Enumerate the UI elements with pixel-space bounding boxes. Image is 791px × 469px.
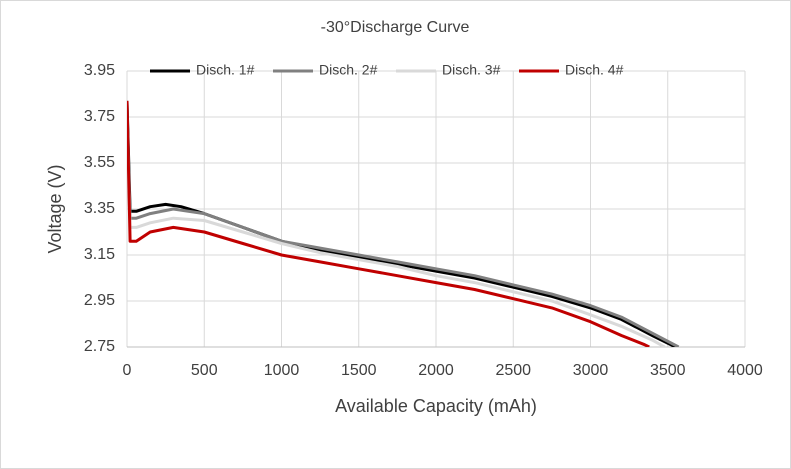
x-tick-label: 1000	[264, 362, 300, 379]
x-axis-label: Available Capacity (mAh)	[335, 396, 537, 416]
x-tick-label: 2500	[495, 362, 531, 379]
y-tick-label: 3.15	[84, 246, 115, 263]
data-line	[127, 100, 677, 347]
x-tick-label: 4000	[727, 362, 763, 379]
legend-label: Disch. 4#	[565, 62, 624, 78]
y-tick-label: 3.55	[84, 154, 115, 171]
y-tick-label: 3.75	[84, 108, 115, 125]
grid	[126, 70, 746, 348]
legend-label: Disch. 3#	[442, 62, 501, 78]
x-tick-label: 3500	[650, 362, 686, 379]
y-tick-label: 2.75	[84, 338, 115, 355]
x-tick-label: 1500	[341, 362, 377, 379]
y-axis-label: Voltage (V)	[45, 164, 65, 253]
legend-label: Disch. 2#	[319, 62, 378, 78]
plot	[127, 100, 680, 347]
y-tick-label: 3.35	[84, 200, 115, 217]
chart-title: -30°Discharge Curve	[321, 19, 470, 36]
data-line	[127, 110, 680, 347]
data-line	[127, 128, 666, 347]
data-line	[127, 100, 650, 347]
legend-label: Disch. 1#	[196, 62, 255, 78]
x-tick-label: 500	[191, 362, 218, 379]
x-tick-label: 0	[123, 362, 132, 379]
x-tick-label: 3000	[573, 362, 609, 379]
y-tick-label: 3.95	[84, 62, 115, 79]
x-tick-label: 2000	[418, 362, 454, 379]
y-tick-label: 2.95	[84, 292, 115, 309]
